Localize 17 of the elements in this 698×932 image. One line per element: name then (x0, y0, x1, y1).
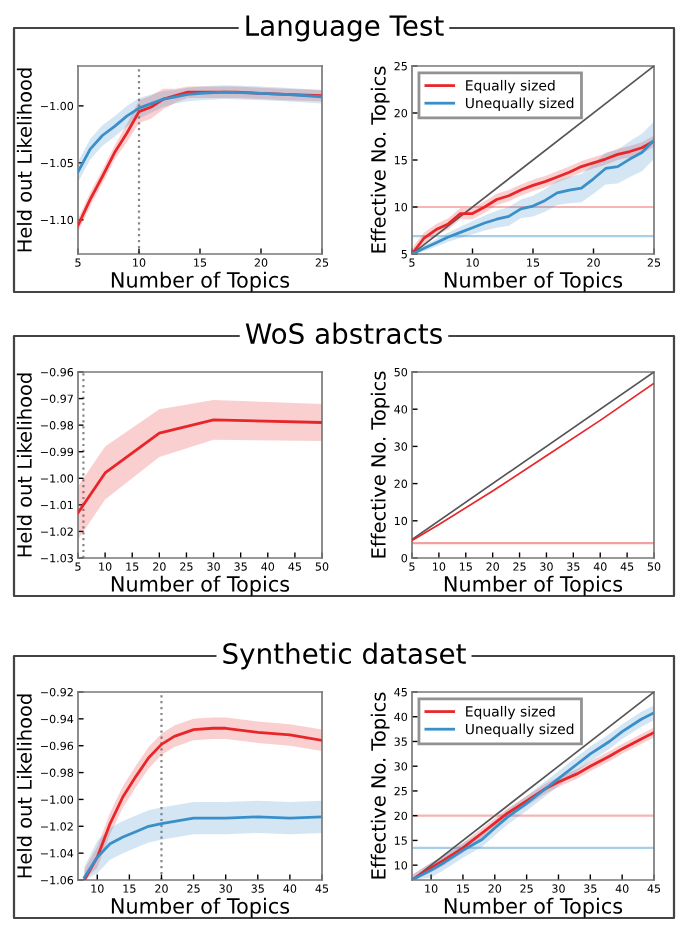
line-series (83, 815, 322, 879)
x-axis-title: Number of Topics (111, 897, 290, 918)
y-axis-title: Effective No. Topics (370, 66, 390, 253)
y-axis-title: Effective No. Topics (370, 371, 390, 558)
line-series (78, 418, 322, 515)
y-axis-title: Held out Likelihood (16, 68, 32, 252)
y-axis-title: Held out Likelihood (16, 373, 32, 557)
x-axis-title: Number of Topics (111, 575, 290, 596)
x-axis-title: Number of Topics (111, 271, 290, 292)
chart-title: Synthetic dataset (223, 642, 466, 670)
x-axis-title: Number of Topics (444, 897, 623, 918)
chart-title: WoS abstracts (245, 322, 442, 345)
x-axis-title: Number of Topics (444, 575, 623, 596)
y-axis-title: Held out Likelihood (16, 694, 32, 878)
x-axis-title: Number of Topics (444, 271, 623, 292)
y-axis-title: Effective No. Topics (370, 692, 390, 879)
chart-title: Language Test (246, 15, 444, 42)
